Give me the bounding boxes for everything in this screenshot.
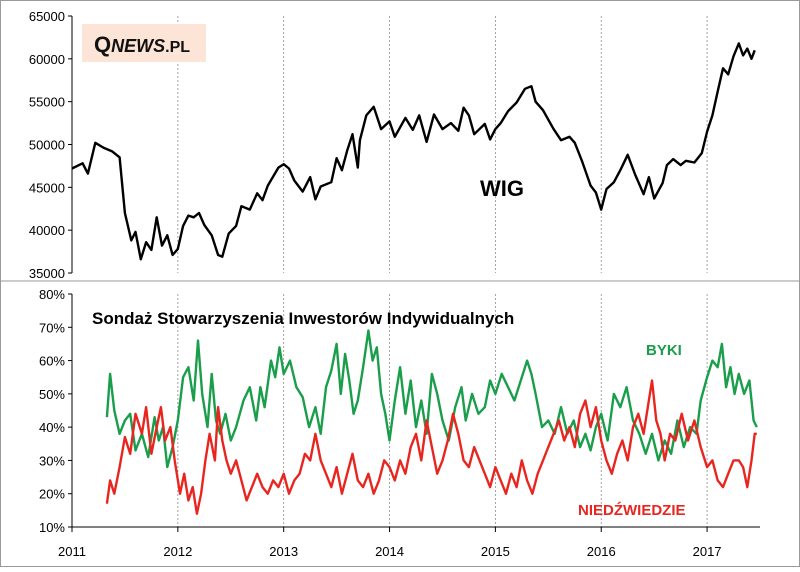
x-tick-label: 2016 bbox=[587, 544, 616, 559]
bulls-annotation: BYKI bbox=[646, 342, 682, 359]
survey-y-tick-label: 30% bbox=[39, 453, 65, 468]
wig-y-tick-label: 45000 bbox=[29, 180, 65, 195]
bears-line bbox=[105, 379, 757, 515]
survey-y-tick-label: 70% bbox=[39, 320, 65, 335]
wig-panel: 35000 40000 45000 50000 55000 60000 65000 QNEW… bbox=[29, 9, 756, 281]
logo-text: QNEWS.PL bbox=[94, 32, 190, 57]
x-axis: 2011 2012 2013 2014 2015 2016 2017 bbox=[58, 527, 722, 559]
survey-series bbox=[105, 329, 758, 515]
wig-y-tick-label: 65000 bbox=[29, 9, 65, 24]
wig-y-tick-label: 55000 bbox=[29, 95, 65, 110]
wig-series bbox=[71, 42, 756, 261]
x-tick-label: 2017 bbox=[693, 544, 722, 559]
survey-y-tick-label: 10% bbox=[39, 520, 65, 535]
x-tick-label: 2015 bbox=[481, 544, 510, 559]
x-tick-label: 2013 bbox=[269, 544, 298, 559]
survey-title: Sondaż Stowarzyszenia Inwestorów Indywid… bbox=[92, 309, 514, 328]
bulls-line bbox=[105, 329, 758, 469]
logo-background bbox=[82, 24, 206, 62]
x-tick-label: 2014 bbox=[375, 544, 404, 559]
survey-y-tick-label: 60% bbox=[39, 354, 65, 369]
wig-y-tick-label: 50000 bbox=[29, 138, 65, 153]
bears-annotation: NIEDŹWIEDZIE bbox=[578, 502, 686, 519]
survey-y-tick-label: 50% bbox=[39, 387, 65, 402]
wig-annotation: WIG bbox=[480, 176, 524, 201]
survey-y-tick-label: 20% bbox=[39, 487, 65, 502]
x-tick-label: 2012 bbox=[163, 544, 192, 559]
survey-y-tick-label: 40% bbox=[39, 420, 65, 435]
survey-y-tick-label: 80% bbox=[39, 287, 65, 302]
wig-grid bbox=[177, 16, 708, 273]
wig-y-axis: 35000 40000 45000 50000 55000 60000 65000 bbox=[29, 9, 72, 281]
survey-y-axis: 10% 20% 30% 40% 50% 60% 70% 80% bbox=[39, 287, 72, 535]
wig-y-tick-label: 35000 bbox=[29, 266, 65, 281]
wig-line bbox=[71, 42, 756, 261]
x-tick-label: 2011 bbox=[58, 544, 86, 559]
logo: QNEWS.PL bbox=[82, 24, 206, 62]
survey-panel: 10%20%30%40%50%60%70%80% 2011 2012 2013 201… bbox=[39, 287, 760, 559]
wig-y-tick-label: 60000 bbox=[29, 52, 65, 67]
wig-y-tick-label: 40000 bbox=[29, 223, 65, 238]
